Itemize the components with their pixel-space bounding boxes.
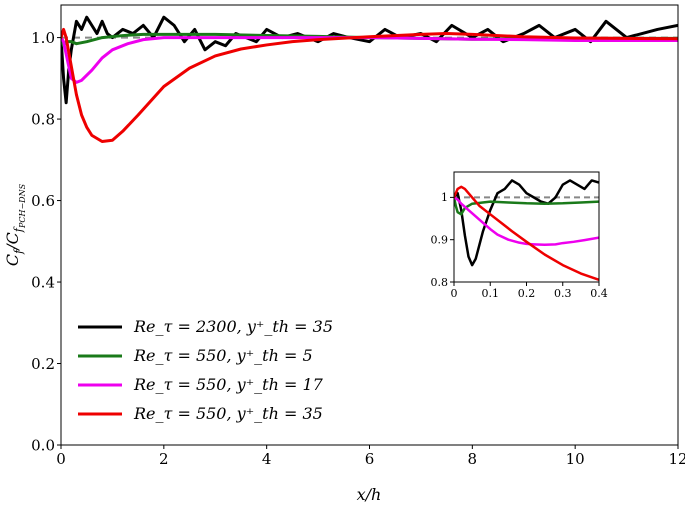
y-tick-label: 0.0 (31, 436, 55, 454)
legend-label-2: Re_τ = 550, y⁺_th = 17 (133, 375, 324, 394)
inset-series-line-2 (454, 196, 599, 247)
y-tick-label: 0.6 (31, 192, 55, 210)
inset-plot-lines (454, 179, 599, 282)
y-tick-label: 0.9 (431, 234, 449, 247)
main-axis-ticks: 0 2 4 6 8 10 120.00.20.40.60.81.0 (31, 29, 685, 468)
x-tick-label: 0.2 (518, 287, 536, 300)
y-tick-label: 1.0 (31, 29, 55, 47)
legend-label-1: Re_τ = 550, y⁺_th = 5 (133, 346, 313, 365)
inset-axis-ticks: 0 0.1 0.2 0.3 0.4 0.8 0.9 1 (431, 191, 608, 300)
x-tick-label: 0.3 (554, 287, 572, 300)
main-plot-lines (61, 15, 678, 143)
y-tick-label: 0.4 (31, 273, 55, 291)
y-tick-label: 1 (441, 191, 448, 204)
inset-series-line-3 (454, 185, 599, 282)
inset-series-line-0 (454, 179, 599, 267)
x-tick-label: 2 (159, 450, 169, 468)
x-tick-label: 4 (262, 450, 272, 468)
inset-background (454, 172, 599, 282)
y-tick-label: 0.8 (31, 110, 55, 128)
series-line-0 (61, 15, 678, 105)
x-tick-label: 0.4 (590, 287, 608, 300)
svg-text:Cf/CfPCH−DNS: Cf/CfPCH−DNS (3, 183, 27, 266)
x-tick-label: 8 (468, 450, 478, 468)
x-tick-label: 0 (56, 450, 66, 468)
x-tick-label: 10 (566, 450, 585, 468)
legend: Re_τ = 2300, y⁺_th = 35 Re_τ = 550, y⁺_th… (78, 317, 333, 423)
series-line-2 (61, 36, 678, 84)
inset-axes-frame (453, 171, 600, 283)
x-axis-label: x/h (357, 485, 382, 504)
x-tick-label: 6 (365, 450, 375, 468)
inset-series-line-1 (454, 196, 599, 216)
legend-label-0: Re_τ = 2300, y⁺_th = 35 (133, 317, 333, 336)
x-tick-label: 12 (668, 450, 685, 468)
y-tick-label: 0.8 (431, 276, 449, 289)
x-tick-label: 0 (451, 287, 458, 300)
y-tick-label: 0.2 (31, 355, 55, 373)
legend-label-3: Re_τ = 550, y⁺_th = 35 (133, 404, 323, 423)
y-axis-label: Cf/CfPCH−DNS (3, 183, 27, 266)
series-line-3 (61, 27, 678, 143)
x-tick-label: 0.1 (482, 287, 500, 300)
main-axes-frame (60, 4, 679, 446)
